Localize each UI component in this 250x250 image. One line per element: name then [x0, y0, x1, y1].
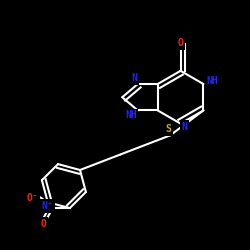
Text: S: S: [166, 124, 172, 134]
Text: N⁺: N⁺: [42, 201, 54, 211]
Text: N: N: [132, 73, 137, 83]
Text: O: O: [40, 219, 46, 229]
Text: N: N: [182, 122, 188, 132]
Text: O: O: [178, 38, 184, 48]
Text: NH: NH: [206, 76, 218, 86]
Text: NH: NH: [125, 110, 137, 120]
Text: O⁻: O⁻: [27, 194, 39, 203]
